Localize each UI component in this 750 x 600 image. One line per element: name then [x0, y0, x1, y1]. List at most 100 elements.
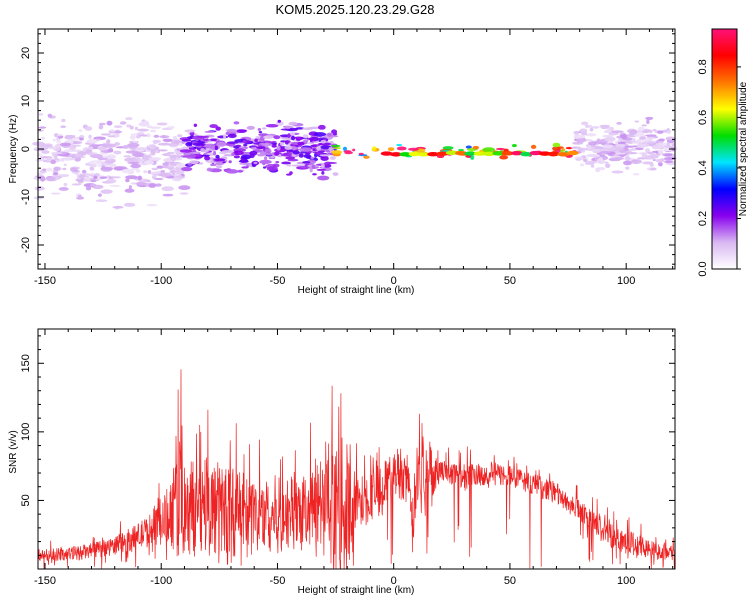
spectrogram-cell: [492, 151, 505, 156]
colorbar-tick-label: 0.4: [697, 160, 709, 175]
spectrogram-cell: [266, 166, 278, 172]
spectrogram-cell: [223, 134, 227, 139]
spectrogram-cell: [200, 154, 210, 157]
spectrogram-cell: [46, 167, 53, 172]
spectrogram-cell: [320, 163, 325, 168]
spectrogram-cell: [151, 174, 157, 180]
spectrogram-cell: [264, 148, 272, 154]
spectrogram-cell: [150, 150, 156, 155]
spectrogram-cell: [209, 124, 218, 129]
spectrogram-cell: [166, 126, 175, 129]
spectrogram-cell: [216, 141, 227, 147]
spectrogram-cell: [464, 151, 477, 156]
spectrogram-cell: [146, 125, 153, 129]
spectrogram-cell: [580, 121, 589, 126]
spectrogram-cell: [298, 153, 304, 158]
spectrogram-cell: [239, 162, 252, 166]
spectrogram-cell: [146, 203, 158, 207]
spectrogram-cell: [470, 155, 475, 160]
spectrogram-cell: [204, 155, 211, 161]
spectrogram-cell: [113, 125, 123, 129]
spectrogram-cell: [215, 154, 220, 160]
x-tick-label: 0: [391, 575, 397, 587]
spectrogram-cell: [277, 120, 281, 123]
spectrogram-cell: [78, 137, 84, 141]
spectrogram-cell: [236, 170, 244, 173]
spectrogram-cell: [123, 155, 132, 158]
spectrogram-cell: [417, 152, 430, 157]
spectrogram-cell: [332, 132, 338, 136]
colorbar-bar: [712, 29, 737, 269]
spectrogram-cell: [93, 175, 98, 180]
spectrogram-cell: [54, 176, 61, 180]
colorbar: 0.0 0.2 0.4 0.6 0.8 Normalized spectral ampl…: [697, 28, 749, 277]
spectrogram-cell: [599, 124, 611, 128]
spectrogram-cell: [604, 136, 616, 142]
spectrogram-cell: [301, 165, 309, 169]
spectrogram-cell: [143, 170, 148, 174]
spectrogram-cell: [317, 175, 330, 181]
spectrogram-cell: [328, 146, 334, 152]
spectrogram-cell: [275, 160, 280, 164]
x-tick-label: 100: [617, 575, 635, 587]
spectrogram-cell: [625, 166, 630, 170]
spectrogram-cell: [387, 147, 395, 152]
spectrogram-cell: [168, 154, 181, 158]
spectrogram-cell: [257, 153, 266, 157]
spectrogram-cell: [310, 144, 318, 148]
spectrogram-cell: [214, 145, 219, 151]
spectrogram-cell: [664, 153, 674, 157]
spectrogram-cell: [215, 161, 225, 166]
spectrogram-cell: [178, 185, 191, 191]
spectrogram-cell: [124, 188, 135, 193]
spectrogram-cell: [602, 134, 614, 138]
spectrogram-cell: [153, 141, 158, 145]
spectrogram-cell: [135, 181, 146, 186]
spectrogram-cell: [89, 166, 95, 171]
spectrogram-cell: [235, 144, 242, 148]
colorbar-tick-label: 0.2: [697, 211, 709, 226]
spectrogram-cell: [280, 140, 287, 143]
spectrogram-cell: [253, 161, 258, 165]
spectrogram-cell: [249, 150, 258, 156]
spectrogram-cell: [658, 138, 666, 142]
spectrogram-cell: [261, 142, 273, 147]
spectrogram-cell: [589, 141, 595, 145]
spectrogram-cell: [302, 127, 314, 130]
spectrogram-cell: [264, 156, 268, 161]
spectrogram-cell: [647, 151, 656, 155]
spectrogram-cell: [396, 143, 403, 147]
spectrogram-cell: [573, 130, 580, 135]
spectrogram-cell: [82, 178, 91, 182]
spectrogram-cell: [179, 149, 193, 153]
spectrogram-cell: [53, 172, 58, 176]
spectrogram-cell: [193, 123, 198, 127]
spectrogram-cell: [290, 135, 296, 141]
spectrogram-cell: [552, 146, 561, 151]
spectrogram-cell: [209, 163, 217, 167]
spectrogram-cell: [390, 152, 403, 157]
spectrogram-cell: [309, 136, 319, 142]
spectrogram-cell: [71, 183, 82, 186]
spectrogram-cell: [137, 175, 143, 180]
spectrogram-cell: [41, 150, 50, 154]
x-tick-label: 100: [617, 275, 635, 287]
spectrogram-cell: [81, 169, 87, 174]
spectrogram-cell: [85, 186, 92, 191]
spectrogram-cell: [626, 130, 635, 133]
spectrogram-cell: [188, 153, 197, 158]
spectrogram-cell: [78, 129, 83, 132]
spectrogram-cell: [638, 126, 645, 132]
spectrogram-cell: [86, 139, 98, 144]
spectrogram-cell: [170, 157, 177, 161]
spectrogram-cell: [616, 143, 626, 148]
spectrogram-cell: [206, 167, 213, 172]
spectrogram-cell: [302, 134, 309, 139]
spectrogram-cell: [636, 138, 642, 143]
spectrogram-cell: [100, 189, 113, 194]
spectrogram-cell: [593, 146, 604, 150]
spectrogram-cell: [122, 144, 130, 149]
spectrogram-cell: [98, 193, 102, 197]
spectrogram-cell: [125, 150, 139, 154]
spectrogram-cell: [315, 152, 323, 155]
